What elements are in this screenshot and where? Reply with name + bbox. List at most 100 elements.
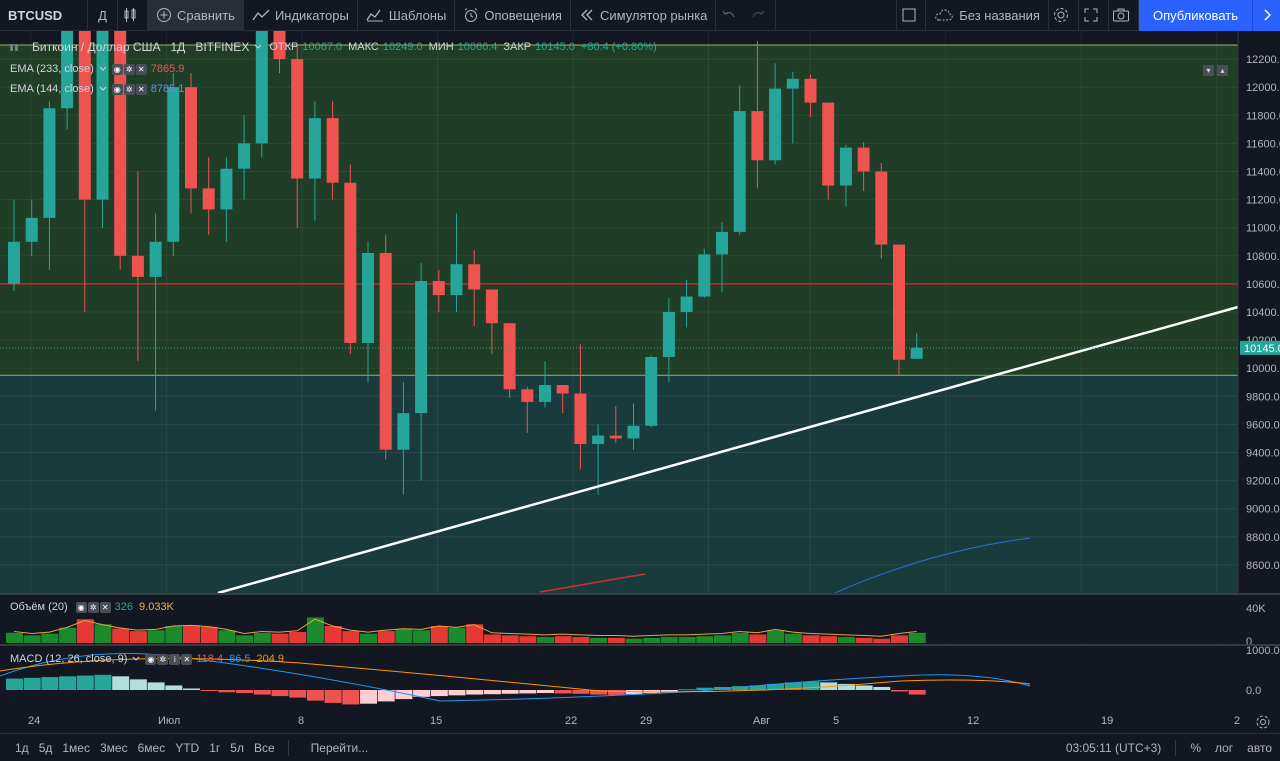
close-icon[interactable]: ✕	[135, 83, 147, 95]
candle-up	[786, 78, 799, 89]
price-chart[interactable]: 12200.0 12000.0 11800.0 11600.0 11400.0 11200…	[0, 31, 1280, 711]
range-1m[interactable]: 1мес	[62, 740, 90, 755]
candle-up	[769, 88, 782, 161]
fullscreen-button[interactable]	[1079, 0, 1109, 31]
candle-down	[78, 31, 91, 200]
macd-value-2: 86.5	[229, 653, 251, 665]
publish-menu-button[interactable]	[1252, 0, 1280, 31]
macd-legend[interactable]: MACD (12, 26, close, 9) ◉ ✲ i ✕ 118.4 86.5 …	[10, 653, 290, 665]
volume-tick: 40K	[1246, 603, 1266, 615]
clock[interactable]: 03:05:11 (UTC+3)	[1065, 740, 1162, 755]
chevron-right-icon	[1263, 9, 1271, 21]
redo-icon	[752, 10, 765, 18]
snapshot-button[interactable]	[1109, 0, 1139, 31]
candle-down	[822, 102, 835, 186]
replay-label: Симулятор рынка	[599, 7, 708, 23]
macd-histogram-bar	[76, 675, 94, 690]
auto-toggle[interactable]: авто	[1247, 740, 1272, 755]
compare-button[interactable]: Сравнить	[148, 0, 244, 31]
range-1d[interactable]: 1д	[15, 740, 29, 755]
replay-button[interactable]: Симулятор рынка	[571, 0, 717, 31]
gear-icon[interactable]: ✲	[87, 601, 99, 613]
range-5y[interactable]: 5л	[230, 740, 244, 755]
ema1-legend[interactable]: EMA (233, close) ◉ ✲ ✕ 7865.9	[10, 63, 190, 75]
interval-button[interactable]: Д	[88, 0, 118, 31]
publish-button[interactable]: Опубликовать	[1138, 0, 1252, 31]
chevron-down-icon[interactable]	[131, 654, 141, 664]
close-icon[interactable]: ✕	[99, 601, 111, 613]
info-icon[interactable]: i	[169, 653, 181, 665]
layout-name-button[interactable]: Без названия	[926, 0, 1049, 31]
macd-histogram-bar	[6, 678, 23, 690]
volume-bar	[643, 637, 661, 643]
range-3m[interactable]: 3мес	[99, 740, 128, 755]
eye-icon[interactable]: ◉	[111, 63, 123, 75]
candle-up	[627, 425, 640, 439]
macd-histogram-bar	[802, 681, 820, 690]
compare-label: Сравнить	[177, 7, 235, 23]
volume-legend[interactable]: Объём (20) ◉ ✲ ✕ 326 9.033K	[10, 601, 180, 613]
eye-icon[interactable]: ◉	[75, 601, 87, 613]
chevron-down-icon[interactable]	[253, 42, 263, 52]
macd-histogram-bar	[324, 690, 342, 703]
gear-icon[interactable]: ✲	[123, 83, 135, 95]
indicators-button[interactable]: Индикаторы	[244, 0, 358, 31]
fullscreen-layout-button[interactable]	[896, 0, 927, 31]
volume-bar	[253, 632, 271, 643]
alerts-button[interactable]: Оповещения	[455, 0, 571, 31]
range-all[interactable]: Все	[253, 740, 275, 755]
goto-date-button[interactable]: Перейти...	[310, 740, 369, 755]
y-tick-label: 11400.0	[1246, 167, 1280, 179]
log-toggle[interactable]: лог	[1214, 740, 1234, 755]
y-tick-label: 10800.0	[1246, 251, 1280, 263]
volume-bar	[625, 638, 643, 643]
volume-bar	[607, 637, 625, 643]
maximize-pane-icon[interactable]: ▴	[1217, 65, 1228, 76]
settings-button[interactable]	[1049, 0, 1079, 31]
volume-bar	[537, 637, 554, 643]
chart-area[interactable]: 12200.0 12000.0 11800.0 11600.0 11400.0 11200…	[0, 31, 1280, 711]
eye-icon[interactable]: ◉	[111, 83, 123, 95]
macd-histogram-bar	[218, 690, 236, 693]
drag-handle-icon[interactable]	[8, 41, 28, 53]
percent-toggle[interactable]: %	[1190, 740, 1201, 755]
macd-histogram-bar	[395, 690, 413, 700]
settings-corner-button[interactable]	[1254, 713, 1272, 731]
ema2-label: EMA (144, close)	[10, 83, 94, 95]
symbol-search[interactable]: BTCUSD	[0, 0, 88, 31]
macd-histogram-bar	[41, 677, 59, 690]
templates-button[interactable]: Шаблоны	[358, 0, 456, 31]
volume-bar	[749, 634, 767, 643]
minimize-pane-icon[interactable]: ▾	[1203, 65, 1214, 76]
undo-button[interactable]	[716, 0, 746, 31]
y-tick-label: 9400.0	[1246, 448, 1280, 460]
x-tick-label: 8	[298, 715, 305, 727]
eye-icon[interactable]: ◉	[145, 653, 157, 665]
chart-type-button[interactable]	[118, 0, 148, 31]
redo-button[interactable]	[746, 0, 777, 31]
close-icon[interactable]: ✕	[181, 653, 193, 665]
gear-icon[interactable]: ✲	[157, 653, 169, 665]
ema1-controls: ◉ ✲ ✕	[111, 63, 147, 75]
macd-histogram-bar	[289, 690, 307, 698]
volume-bar	[324, 626, 342, 643]
ema1-value: 7865.9	[150, 63, 185, 75]
range-1y[interactable]: 1г	[209, 740, 221, 755]
chevron-down-icon[interactable]	[98, 84, 108, 94]
chevron-down-icon[interactable]	[98, 64, 108, 74]
volume-bar	[519, 636, 537, 643]
close-icon[interactable]: ✕	[135, 63, 147, 75]
time-axis-labels[interactable]: 24 Июл 8 15 22 29 Авг 5 12 19 2	[0, 711, 1240, 731]
teal-zone	[0, 375, 1238, 593]
macd-histogram-bar	[749, 685, 767, 690]
gear-icon[interactable]: ✲	[123, 63, 135, 75]
y-tick-label: 9800.0	[1246, 391, 1280, 403]
range-ytd[interactable]: YTD	[175, 740, 200, 755]
volume-tick: 0	[1246, 636, 1252, 648]
low-value: 10066.4	[457, 41, 498, 53]
range-6m[interactable]: 6мес	[137, 740, 166, 755]
volume-bar	[448, 627, 466, 643]
candle-up	[662, 312, 675, 357]
range-5d[interactable]: 5д	[38, 740, 53, 755]
ema2-legend[interactable]: EMA (144, close) ◉ ✲ ✕ 8785.1	[10, 83, 190, 95]
